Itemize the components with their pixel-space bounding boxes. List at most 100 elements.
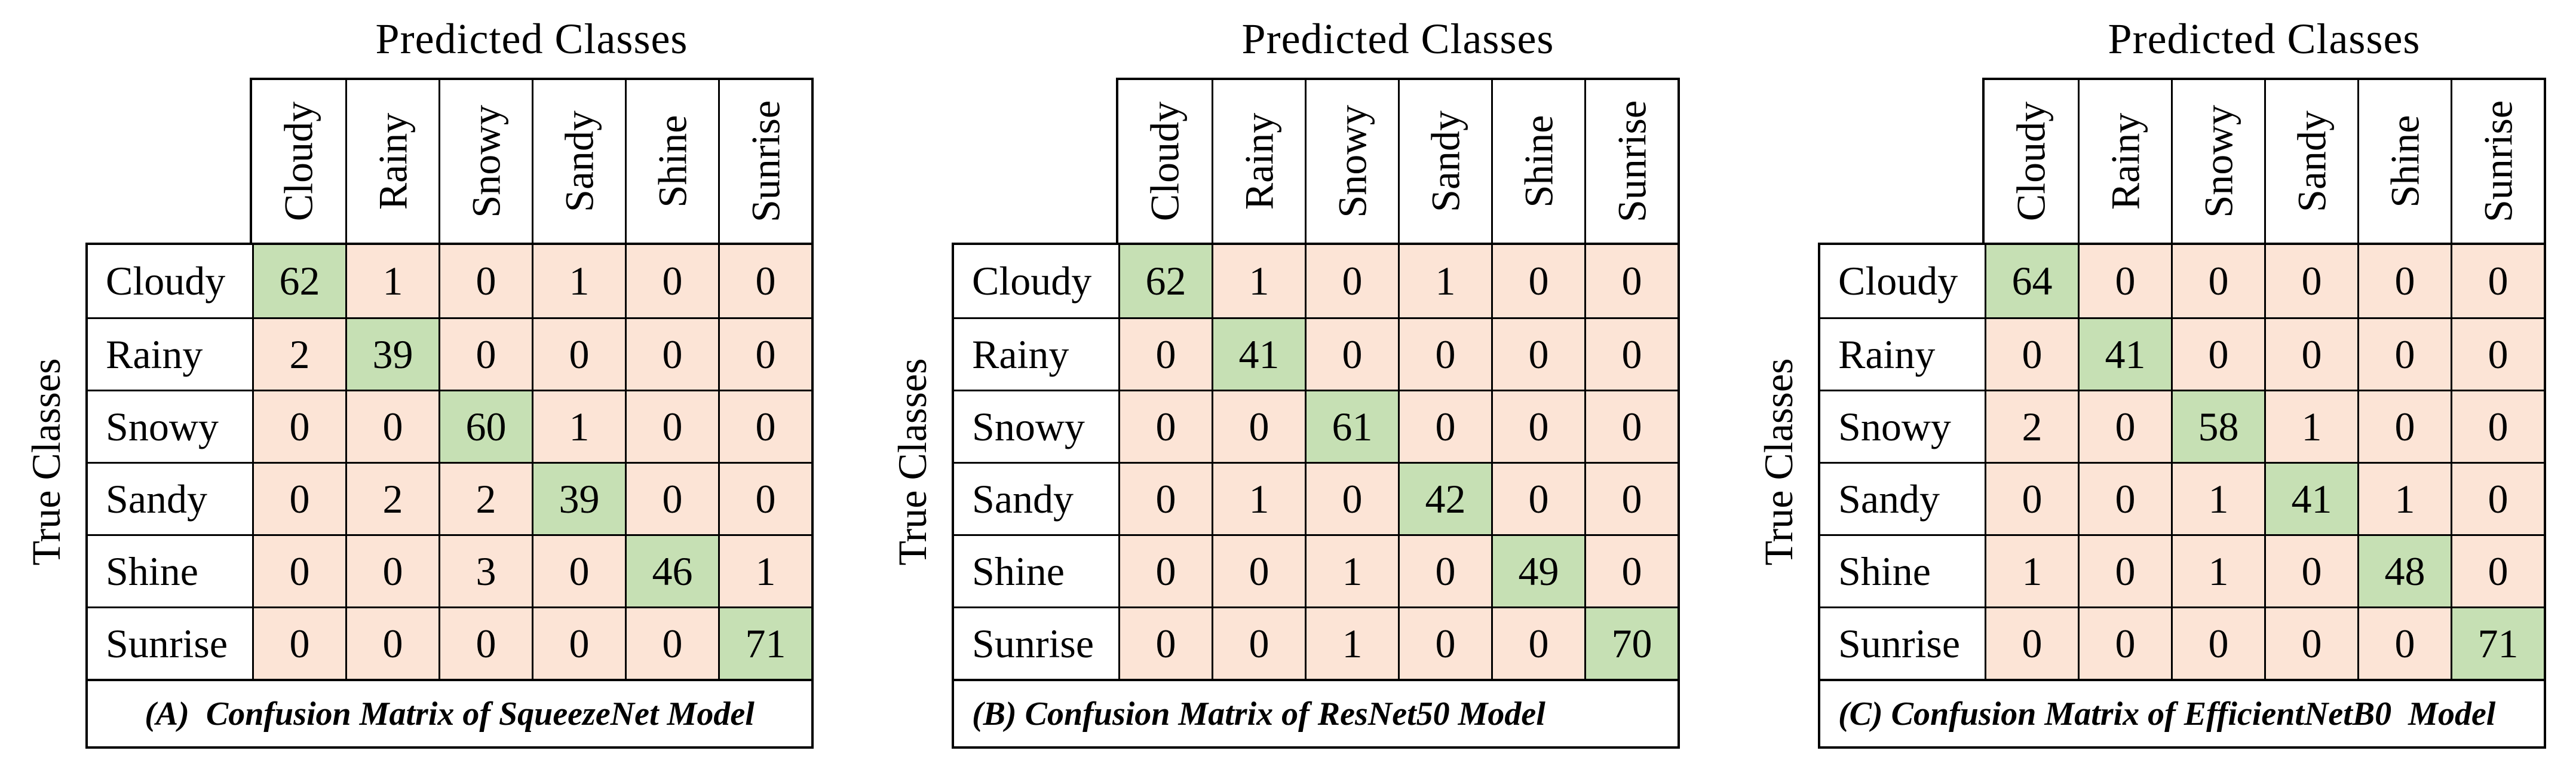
cell-cloudy-rainy: 1 [1212,245,1305,317]
col-header-cloudy: Cloudy [252,80,345,243]
column-header-row: Cloudy Rainy Snowy Sandy Shine Sunrise [250,78,814,243]
col-header-snowy: Snowy [2171,80,2264,243]
col-header-shine: Shine [2357,80,2451,243]
row-label-sandy: Sandy [88,462,252,534]
col-header-label: Shine [649,115,695,208]
predicted-classes-axis-label: Predicted Classes [375,14,688,63]
cell-sunrise-snowy: 0 [438,606,532,679]
cell-sunrise-sandy: 0 [1398,606,1491,679]
cell-shine-sandy: 0 [2264,534,2357,606]
cell-rainy-cloudy: 0 [1985,317,2078,390]
matrix-table: Cloudy 62 1 0 1 0 0 Rainy 0 41 0 0 0 0 Snowy 0 0 61 0 0 0 San… [952,243,1680,749]
cell-sunrise-sunrise: 71 [718,606,811,679]
cell-cloudy-shine: 0 [625,245,718,317]
cell-rainy-rainy: 41 [1212,317,1305,390]
cell-cloudy-snowy: 0 [438,245,532,317]
col-header-sandy: Sandy [1398,80,1491,243]
matrix-grid: Cloudy 62 1 0 1 0 0 Rainy 2 39 0 0 0 0 Snowy 0 0 60 1 0 0 San… [88,245,811,681]
confusion-matrix-panel-b: True Classes Predicted Classes Cloudy Rai… [890,0,1680,749]
col-header-snowy: Snowy [1305,80,1398,243]
row-label-sandy: Sandy [954,462,1118,534]
cell-shine-snowy: 3 [438,534,532,606]
row-label-sunrise: Sunrise [954,606,1118,679]
col-header-sandy: Sandy [2264,80,2357,243]
cell-sandy-snowy: 1 [2171,462,2264,534]
cell-sunrise-rainy: 0 [345,606,438,679]
cell-shine-snowy: 1 [1305,534,1398,606]
cell-sunrise-cloudy: 0 [1118,606,1212,679]
col-header-sunrise: Sunrise [2451,80,2544,243]
col-header-label: Snowy [463,105,508,218]
row-label-snowy: Snowy [954,390,1118,462]
cell-cloudy-sandy: 1 [532,245,625,317]
col-header-label: Snowy [1329,105,1375,218]
col-header-shine: Shine [625,80,718,243]
col-header-sunrise: Sunrise [1584,80,1678,243]
cell-shine-rainy: 0 [2078,534,2171,606]
col-header-rainy: Rainy [345,80,438,243]
cell-snowy-sunrise: 0 [1584,390,1678,462]
cell-cloudy-sunrise: 0 [718,245,811,317]
cell-snowy-sandy: 1 [2264,390,2357,462]
col-header-sandy: Sandy [532,80,625,243]
matrix-grid: Cloudy 62 1 0 1 0 0 Rainy 0 41 0 0 0 0 Snowy 0 0 61 0 0 0 San… [954,245,1678,681]
cell-rainy-sandy: 0 [1398,317,1491,390]
matrix-table: Cloudy 62 1 0 1 0 0 Rainy 2 39 0 0 0 0 Snowy 0 0 60 1 0 0 San… [85,243,814,749]
cell-sandy-rainy: 1 [1212,462,1305,534]
col-header-rainy: Rainy [1212,80,1305,243]
row-label-shine: Shine [88,534,252,606]
row-label-rainy: Rainy [88,317,252,390]
cell-rainy-shine: 0 [625,317,718,390]
col-header-shine: Shine [1491,80,1584,243]
cell-rainy-cloudy: 2 [252,317,345,390]
cell-shine-cloudy: 0 [1118,534,1212,606]
row-label-rainy: Rainy [1820,317,1985,390]
cell-shine-sandy: 0 [532,534,625,606]
row-label-sunrise: Sunrise [88,606,252,679]
cell-sandy-snowy: 0 [1305,462,1398,534]
true-classes-axis-label: True Classes [1755,358,1801,566]
col-header-label: Rainy [370,112,415,210]
cell-sunrise-sunrise: 70 [1584,606,1678,679]
cell-shine-sunrise: 1 [718,534,811,606]
cell-shine-sunrise: 0 [1584,534,1678,606]
cell-snowy-snowy: 61 [1305,390,1398,462]
cell-rainy-snowy: 0 [2171,317,2264,390]
cell-snowy-rainy: 0 [2078,390,2171,462]
cell-cloudy-sunrise: 0 [2451,245,2544,317]
cell-cloudy-shine: 0 [2357,245,2451,317]
cell-cloudy-shine: 0 [1491,245,1584,317]
cell-shine-rainy: 0 [345,534,438,606]
cell-cloudy-cloudy: 62 [252,245,345,317]
cell-snowy-shine: 0 [2357,390,2451,462]
col-header-cloudy: Cloudy [1118,80,1212,243]
cell-sunrise-sandy: 0 [2264,606,2357,679]
panel-c-caption: (C) Confusion Matrix of EfficientNetB0 M… [1838,695,2496,733]
cell-sandy-shine: 0 [625,462,718,534]
column-header-row: Cloudy Rainy Snowy Sandy Shine Sunrise [1982,78,2546,243]
panel-b-caption: (B) Confusion Matrix of ResNet50 Model [972,695,1545,733]
cell-rainy-sunrise: 0 [718,317,811,390]
cell-rainy-sandy: 0 [2264,317,2357,390]
col-header-label: Snowy [2195,105,2241,218]
cell-shine-shine: 48 [2357,534,2451,606]
cell-cloudy-sandy: 1 [1398,245,1491,317]
cell-rainy-rainy: 39 [345,317,438,390]
cell-sandy-sandy: 39 [532,462,625,534]
cell-rainy-sunrise: 0 [2451,317,2544,390]
cell-sandy-cloudy: 0 [252,462,345,534]
predicted-classes-axis-label: Predicted Classes [2108,14,2421,63]
true-classes-axis-label: True Classes [23,358,69,566]
row-label-snowy: Snowy [1820,390,1985,462]
cell-sunrise-snowy: 1 [1305,606,1398,679]
cell-snowy-shine: 0 [625,390,718,462]
row-label-cloudy: Cloudy [88,245,252,317]
col-header-label: Sunrise [2475,100,2520,222]
cell-snowy-shine: 0 [1491,390,1584,462]
row-label-cloudy: Cloudy [1820,245,1985,317]
cell-sunrise-shine: 0 [2357,606,2451,679]
cell-sandy-cloudy: 0 [1985,462,2078,534]
cell-cloudy-cloudy: 64 [1985,245,2078,317]
cell-rainy-sandy: 0 [532,317,625,390]
cell-rainy-shine: 0 [1491,317,1584,390]
